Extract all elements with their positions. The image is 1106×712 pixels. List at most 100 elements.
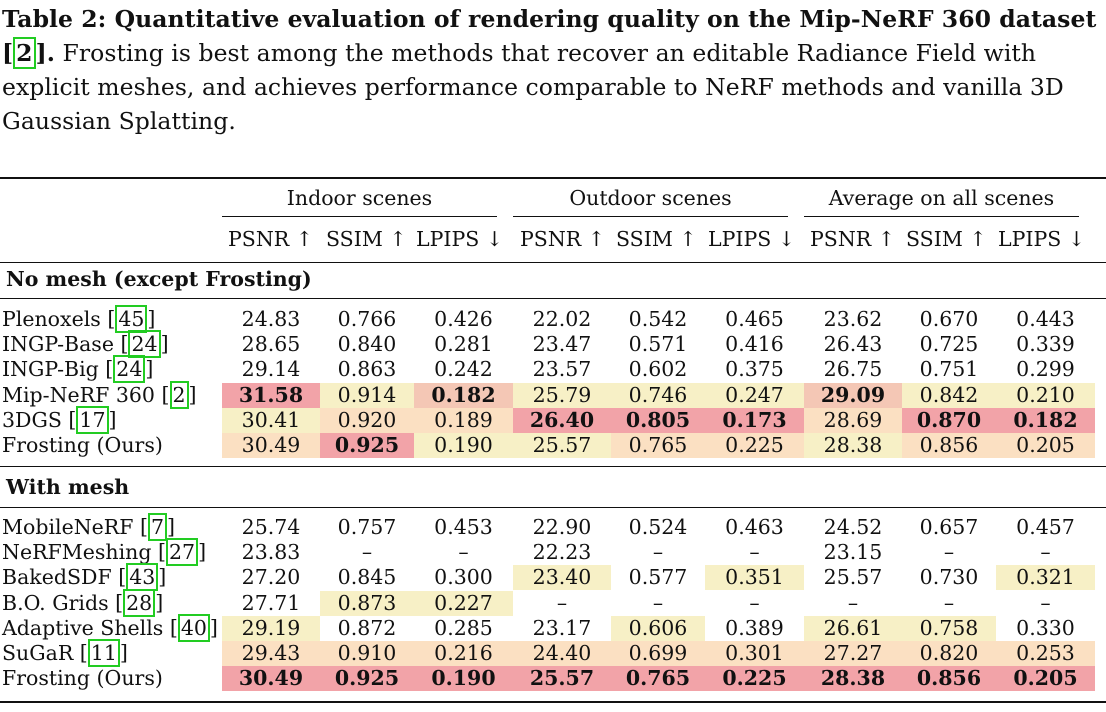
method-name: INGP-Base [24]: [2, 330, 169, 359]
table-cell: 0.375: [725, 357, 784, 382]
table-cell: 0.389: [725, 615, 784, 640]
table-cell: 26.61: [804, 615, 902, 641]
citation-link[interactable]: 24: [128, 330, 161, 359]
table-cell: 0.577: [628, 565, 688, 590]
table-cell: –: [556, 590, 568, 615]
citation-link[interactable]: 2: [13, 37, 36, 69]
table-cell: –: [749, 590, 760, 615]
metric-header: LPIPS ↓: [416, 227, 504, 251]
citation-link[interactable]: 45: [115, 305, 148, 333]
metric-header: SSIM ↑: [906, 227, 987, 251]
table-cell: 25.74: [241, 515, 301, 539]
method-name: Mip-NeRF 360 [2]: [2, 380, 197, 409]
citation-link[interactable]: 7: [147, 513, 167, 541]
table-cell: –: [458, 540, 469, 565]
method-label: BakedSDF: [2, 565, 119, 590]
citation-link[interactable]: 28: [123, 588, 156, 617]
table-cell: 0.189: [414, 407, 513, 433]
citation-link[interactable]: 27: [165, 538, 199, 567]
column-group-rule: [222, 216, 497, 217]
table-cell: 0.182: [996, 407, 1095, 433]
table-cell: 0.746: [611, 382, 705, 408]
table-cell: 22.90: [532, 515, 592, 539]
table-cell: 24.52: [823, 515, 883, 539]
table-cell: 0.300: [434, 565, 493, 590]
table-cell: 0.443: [1016, 307, 1075, 331]
table-cell: 29.43: [222, 641, 320, 666]
table-cell: 31.58: [222, 382, 320, 408]
table-cell: 28.69: [804, 407, 902, 433]
table-cell: 30.49: [222, 666, 320, 692]
table-cell: 0.330: [1016, 615, 1075, 640]
method-name: Adaptive Shells [40]: [2, 613, 218, 642]
table-cell: 0.524: [628, 515, 688, 539]
table-cell: 0.321: [996, 565, 1095, 591]
table-cell: 0.870: [902, 407, 996, 433]
citation-link[interactable]: 24: [113, 355, 146, 384]
table-cell: 0.840: [337, 332, 397, 357]
metric-header: LPIPS ↓: [998, 227, 1086, 251]
method-name: MobileNeRF [7]: [2, 513, 175, 541]
table-cell: –: [1040, 590, 1051, 615]
table-cell: 0.730: [919, 565, 979, 590]
table-cell: –: [652, 540, 664, 565]
table-cell: 0.856: [902, 433, 996, 458]
method-name: Frosting (Ours): [2, 433, 163, 458]
table-cell: 0.873: [320, 590, 414, 616]
method-label: INGP-Big: [2, 357, 106, 382]
citation-link[interactable]: 2: [169, 380, 189, 409]
method-name: B.O. Grids [28]: [2, 588, 164, 617]
table-cell: 29.19: [222, 615, 320, 641]
table-cell: 0.416: [725, 332, 784, 357]
table-cell: 0.602: [628, 357, 688, 382]
method-label: INGP-Base: [2, 332, 121, 357]
table-cell: –: [749, 540, 760, 565]
table-cell: 0.758: [902, 615, 996, 641]
table-cell: 23.83: [241, 540, 301, 565]
citation-link[interactable]: 17: [76, 405, 109, 434]
citation-link[interactable]: 11: [87, 639, 120, 667]
table-cell: 0.542: [628, 307, 688, 331]
table-cell: 0.242: [434, 357, 493, 382]
table-caption: Table 2: Quantitative evaluation of rend…: [2, 5, 1097, 135]
table-cell: 0.657: [919, 515, 979, 539]
table-cell: 29.14: [241, 357, 301, 382]
table-cell: 0.301: [705, 641, 804, 666]
method-label: Frosting (Ours): [2, 666, 163, 691]
table-cell: 0.757: [337, 515, 397, 539]
table-cell: 0.205: [996, 433, 1095, 458]
method-name: 3DGS [17]: [2, 405, 117, 434]
citation-link[interactable]: 40: [177, 613, 210, 642]
table-cell: 29.09: [804, 382, 902, 408]
metric-header: SSIM ↑: [326, 227, 407, 251]
method-name: Plenoxels [45]: [2, 305, 156, 333]
citation-link[interactable]: 43: [126, 563, 159, 592]
table-cell: –: [652, 590, 664, 615]
table-cell: –: [361, 540, 373, 565]
table-cell: 0.173: [705, 407, 804, 433]
section-title: With mesh: [6, 475, 130, 499]
table-cell: 23.17: [532, 615, 592, 640]
table-cell: 0.910: [320, 641, 414, 666]
table-cell: 0.856: [902, 666, 996, 692]
method-label: SuGaR: [2, 641, 80, 665]
table-cell: –: [943, 540, 955, 565]
table-cell: 23.57: [532, 357, 592, 382]
table-cell: 23.62: [823, 307, 883, 331]
table-cell: 0.765: [611, 433, 705, 458]
method-label: B.O. Grids: [2, 590, 116, 615]
table-cell: 26.75: [823, 357, 883, 382]
table-cell: 0.453: [434, 515, 493, 539]
section-title: No mesh (except Frosting): [6, 267, 312, 291]
table-cell: 0.699: [611, 641, 705, 666]
section-rule: [0, 507, 1106, 508]
table-cell: 0.925: [320, 666, 414, 692]
section-rule: [0, 466, 1106, 467]
method-name: NeRFMeshing [27]: [2, 538, 207, 567]
table-cell: 0.920: [320, 407, 414, 433]
table-cell: 0.463: [725, 515, 784, 539]
metric-header: PSNR ↑: [228, 227, 313, 251]
table-cell: 0.805: [611, 407, 705, 433]
table-cell: –: [1040, 540, 1051, 565]
metric-header: SSIM ↑: [616, 227, 697, 251]
